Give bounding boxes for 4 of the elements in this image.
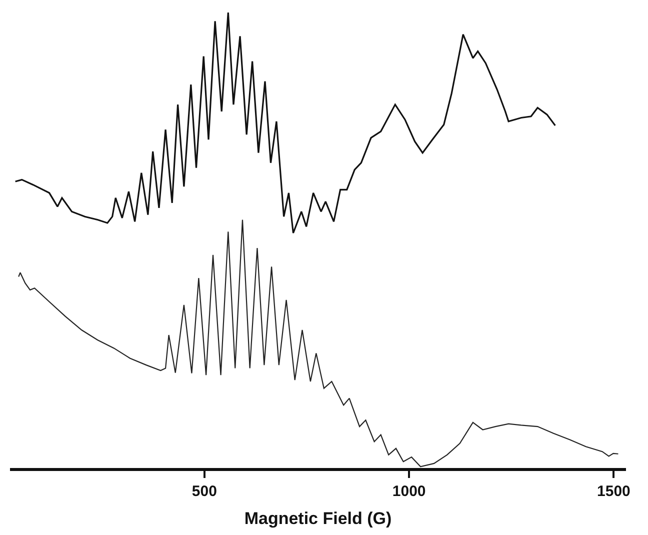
x-tick-label: 500 xyxy=(192,482,217,500)
x-tick-label: 1000 xyxy=(392,482,426,500)
x-tick-label: 1500 xyxy=(597,482,630,500)
x-axis-title: Magnetic Field (G) xyxy=(244,509,392,528)
